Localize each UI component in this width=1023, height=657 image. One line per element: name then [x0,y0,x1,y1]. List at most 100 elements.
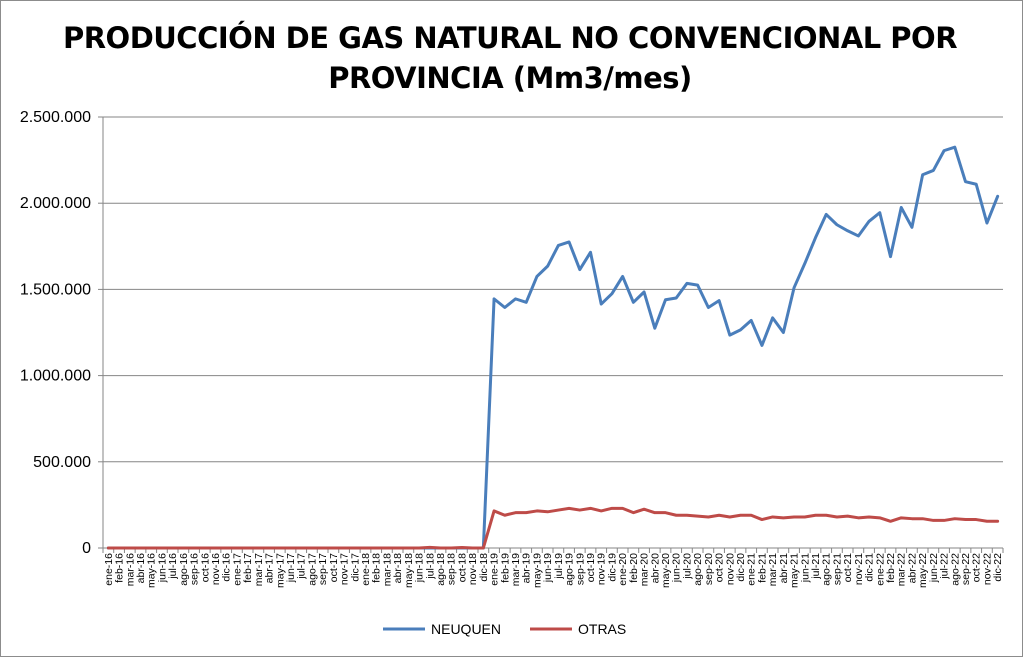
x-tick-label: abr-22 [906,553,918,584]
x-tick-label: may-20 [660,553,672,588]
x-tick-label: feb-18 [371,553,383,583]
x-tick-label: dic-16 [221,553,233,582]
x-tick-label: may-18 [403,553,415,588]
legend-label-neuquen: NEUQUEN [431,621,501,637]
x-tick-label: may-17 [274,553,286,588]
x-tick-label: jun-18 [414,553,426,583]
x-tick-label: feb-17 [242,553,254,583]
y-tick-label: 1.500.000 [20,281,91,298]
x-tick-label: ago-18 [435,553,447,586]
x-tick-label: ago-20 [692,553,704,586]
x-tick-label: jul-20 [681,553,693,580]
x-axis-ticks: ene-16feb-16mar-16abr-16may-16jun-16jul-… [102,548,1004,588]
y-axis-ticks: 0 500.000 1.000.000 1.500.000 2.000.000 2.500… [20,109,103,557]
x-tick-label: mar-21 [767,553,779,586]
x-tick-label: sep-21 [831,553,843,585]
x-tick-label: may-21 [789,553,801,588]
x-tick-label: mar-18 [381,553,393,586]
x-tick-label: oct-21 [842,553,854,582]
x-tick-label: nov-16 [210,553,222,585]
x-tick-label: abr-21 [778,553,790,584]
x-tick-label: feb-16 [114,553,126,583]
y-tick-label: 2.500.000 [20,109,91,126]
x-tick-label: dic-18 [478,553,490,582]
x-tick-label: may-16 [146,553,158,588]
x-tick-label: dic-20 [735,553,747,582]
x-tick-label: abr-20 [649,553,661,584]
x-tick-label: oct-20 [714,553,726,582]
x-tick-label: oct-18 [456,553,468,582]
x-tick-label: dic-19 [606,553,618,582]
x-tick-label: sep-18 [446,553,458,585]
x-tick-label: ago-17 [306,553,318,586]
x-tick-label: feb-20 [628,553,640,583]
x-tick-label: abr-18 [392,553,404,584]
x-tick-label: dic-21 [864,553,876,582]
x-tick-label: ene-22 [874,553,886,586]
x-tick-label: jul-17 [296,553,308,580]
x-tick-label: feb-19 [499,553,511,583]
x-tick-label: sep-16 [189,553,201,585]
x-tick-label: sep-19 [574,553,586,585]
x-tick-label: ene-18 [360,553,372,586]
x-tick-label: mar-17 [253,553,265,586]
y-tick-label: 1.000.000 [20,368,91,385]
x-tick-label: feb-22 [885,553,897,583]
x-tick-label: ene-17 [231,553,243,586]
series-lines [106,145,1000,550]
x-tick-label: jul-16 [167,553,179,580]
x-tick-label: jun-17 [285,553,297,583]
y-tick-label: 500.000 [33,454,91,471]
x-tick-label: jun-21 [799,553,811,583]
x-tick-label: ago-16 [178,553,190,586]
y-tick-label: 2.000.000 [20,195,91,212]
legend-label-otras: OTRAS [578,621,626,637]
x-tick-label: dic-22 [992,553,1004,582]
x-tick-label: abr-17 [264,553,276,584]
x-tick-label: ago-22 [949,553,961,586]
x-tick-label: mar-19 [510,553,522,586]
x-tick-label: nov-20 [724,553,736,585]
x-tick-label: may-19 [531,553,543,588]
x-tick-label: feb-21 [756,553,768,583]
gridlines [103,116,1003,463]
x-tick-label: jun-16 [156,553,168,583]
x-tick-label: ene-16 [103,553,115,586]
x-tick-label: sep-20 [703,553,715,585]
x-tick-label: abr-19 [521,553,533,584]
x-tick-label: nov-19 [596,553,608,585]
x-tick-label: oct-17 [328,553,340,582]
x-tick-label: jul-19 [553,553,565,580]
x-tick-label: jul-21 [810,553,822,580]
x-tick-label: sep-22 [960,553,972,585]
x-tick-label: oct-16 [199,553,211,582]
chart-title: PRODUCCIÓN DE GAS NATURAL NO CONVENCIONA… [62,21,958,95]
x-tick-label: nov-17 [339,553,351,585]
x-tick-label: may-22 [917,553,929,588]
x-tick-label: jul-18 [424,553,436,580]
x-tick-label: nov-21 [853,553,865,585]
y-tick-label: 0 [82,540,91,557]
x-tick-label: jun-20 [671,553,683,583]
x-tick-label: mar-16 [124,553,136,586]
x-tick-label: mar-22 [896,553,908,586]
x-tick-label: jul-22 [939,553,951,580]
x-tick-label: mar-20 [639,553,651,586]
x-tick-label: ene-21 [746,553,758,586]
series-line-otras [106,506,1000,550]
legend: NEUQUEN OTRAS [383,621,626,637]
x-tick-label: dic-17 [349,553,361,582]
x-tick-label: sep-17 [317,553,329,585]
x-tick-label: ene-19 [489,553,501,586]
x-tick-label: nov-18 [467,553,479,585]
x-tick-label: jun-22 [928,553,940,583]
x-tick-label: oct-19 [585,553,597,582]
x-tick-label: nov-22 [981,553,993,585]
series-line-neuquen [106,145,1000,550]
x-tick-label: ene-20 [617,553,629,586]
x-tick-label: ago-21 [821,553,833,586]
x-tick-label: ago-19 [564,553,576,586]
x-tick-label: abr-16 [135,553,147,584]
x-tick-label: jun-19 [542,553,554,583]
